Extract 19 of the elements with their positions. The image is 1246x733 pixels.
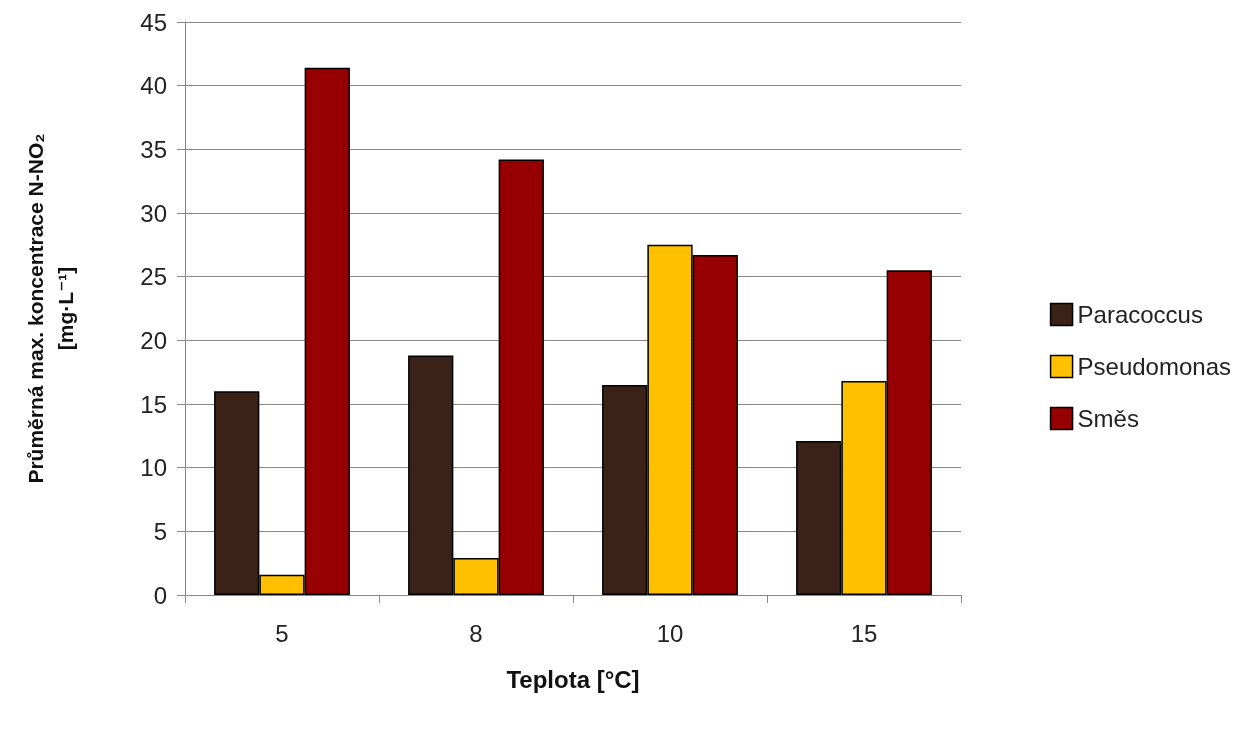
y-tick-label: 45 [140,8,167,36]
legend-label: Směs [1077,405,1139,432]
y-tick-label: 30 [140,199,167,227]
y-tick-label: 20 [140,326,167,354]
y-tick-label: 25 [140,263,167,291]
x-axis-title: Teplota [°C] [506,665,640,693]
y-tick-label: 40 [140,72,167,100]
x-tick-label: 15 [850,619,878,647]
x-tick-label: 10 [656,619,684,647]
y-tick-label: 35 [140,135,167,163]
x-tick-label: 5 [275,619,289,647]
y-axis-title: Průměrná max. koncentrace N-NO₂ [mg·L⁻¹] [23,133,77,484]
y-tick-label: 5 [153,517,167,545]
legend-label: Pseudomonas [1077,353,1231,380]
legend-label: Paracoccus [1077,301,1203,328]
y-tick-label: 10 [140,454,167,482]
y-tick-label: 0 [153,581,167,609]
x-tick-label: 8 [469,619,483,647]
y-tick-label: 15 [140,390,167,418]
